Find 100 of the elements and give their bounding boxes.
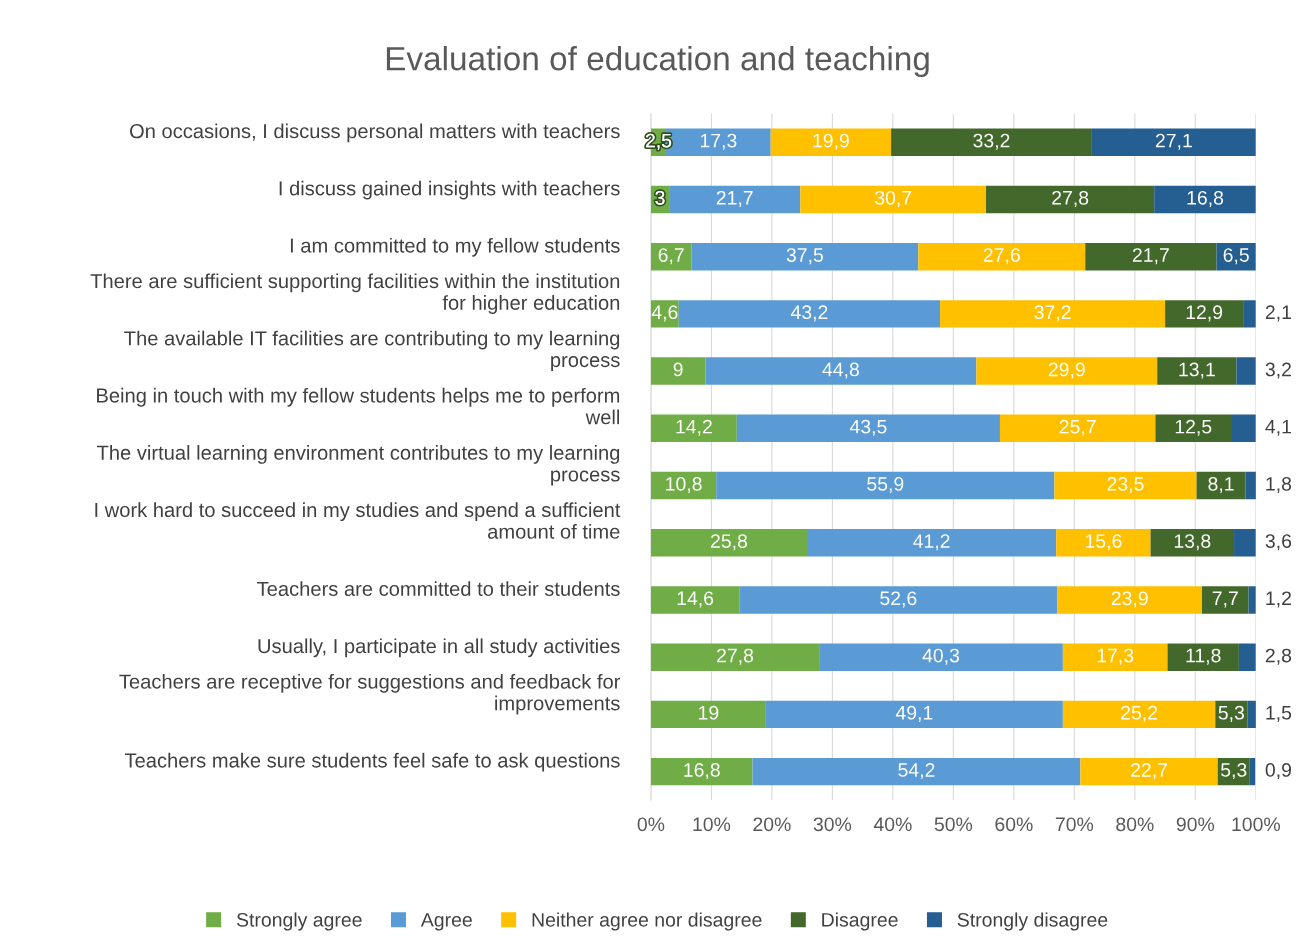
bar xyxy=(1249,757,1256,786)
x-tick-label: 80% xyxy=(1116,817,1154,832)
bar xyxy=(999,414,1156,443)
y-tick-label: Teachers are receptive for suggestions and feedback for improvements xyxy=(119,673,621,715)
y-tick-label: Teachers make sure students feel safe to ask questions xyxy=(124,752,620,772)
bar xyxy=(650,529,807,557)
data-label: 9 xyxy=(673,362,683,377)
data-label: 11,8 xyxy=(1186,648,1221,665)
legend-label: Disagree xyxy=(822,912,898,931)
bar xyxy=(1238,643,1256,671)
bar xyxy=(678,300,941,328)
data-label: 8,1 xyxy=(1208,476,1234,494)
data-label: 3,6 xyxy=(1265,534,1292,551)
bar xyxy=(669,185,801,214)
data-label: 41,2 xyxy=(913,534,950,551)
bar xyxy=(739,586,1058,614)
data-label: 2,8 xyxy=(1265,648,1292,665)
data-label: 4,1 xyxy=(1265,419,1291,436)
data-label: 30,7 xyxy=(875,190,912,207)
data-label: 22,7 xyxy=(1131,763,1168,780)
bar xyxy=(765,700,1063,729)
x-tick-label: 10% xyxy=(693,817,731,832)
data-label: 10,8 xyxy=(666,476,702,494)
y-tick-label: Teachers are committed to their students xyxy=(257,581,620,596)
bar xyxy=(1157,357,1237,385)
bar xyxy=(752,757,1081,786)
data-label: 54,2 xyxy=(898,763,935,780)
data-label: 1,5 xyxy=(1266,706,1292,722)
data-label: 14,2 xyxy=(676,419,712,436)
data-label: 6,5 xyxy=(1223,248,1249,265)
bar xyxy=(1085,242,1217,271)
data-label: 52,6 xyxy=(880,591,917,608)
bar xyxy=(1057,586,1202,614)
data-label: 27,8 xyxy=(717,648,754,665)
legend-label: Agree xyxy=(420,913,472,931)
bar xyxy=(650,357,706,385)
bar xyxy=(736,414,1000,443)
bar xyxy=(940,300,1166,328)
x-tick-label: 40% xyxy=(873,817,912,832)
y-tick-label: I work hard to succeed in my studies and spend a sufficient amount of time xyxy=(95,502,621,539)
data-label: 21,7 xyxy=(1132,248,1169,265)
bar xyxy=(1091,128,1256,156)
data-label: 5,3 xyxy=(1218,705,1244,722)
data-label: 21,7 xyxy=(716,190,753,207)
bar xyxy=(650,414,737,443)
bar xyxy=(1234,529,1256,557)
bar xyxy=(1154,185,1256,214)
x-tick-label: 60% xyxy=(995,817,1033,832)
y-tick-label: I discuss gained insights with teachers xyxy=(279,180,620,200)
legend-label: Strongly agree xyxy=(236,912,362,931)
bar xyxy=(986,185,1155,214)
x-tick-label: 70% xyxy=(1055,817,1094,832)
bar xyxy=(819,643,1063,671)
data-label: 13,1 xyxy=(1179,362,1215,379)
data-label: 15,6 xyxy=(1085,534,1122,551)
data-label: 6,7 xyxy=(658,248,684,265)
bar xyxy=(1165,300,1244,328)
bar xyxy=(800,185,987,214)
bar xyxy=(1056,529,1151,557)
y-tick-label: There are sufficient supporting facilities within the institution for higher education xyxy=(90,273,620,314)
x-tick-label: 50% xyxy=(934,817,973,832)
y-tick-label: Being in touch with my fellow students helps me to perform well xyxy=(97,387,620,425)
bar xyxy=(650,586,740,614)
data-label: 19,9 xyxy=(813,133,849,150)
bar xyxy=(1054,471,1197,500)
bar xyxy=(1247,700,1256,729)
y-tick-label: On occasions, I discuss personal matters with teachers xyxy=(129,123,620,143)
data-label: 16,8 xyxy=(1187,190,1224,207)
bar xyxy=(1196,471,1246,500)
bar xyxy=(918,242,1086,271)
data-label: 29,9 xyxy=(1048,362,1085,379)
data-label: 33,2 xyxy=(973,133,1010,150)
data-label: 23,5 xyxy=(1107,476,1144,494)
data-label: 27,1 xyxy=(1155,133,1192,150)
y-tick-label: The available IT facilities are contributing to my learning process xyxy=(124,330,620,372)
data-label: 17,3 xyxy=(700,133,737,150)
data-label: 25,2 xyxy=(1121,705,1158,722)
bar xyxy=(1231,414,1256,443)
data-label: 25,7 xyxy=(1059,419,1096,436)
data-label: 37,2 xyxy=(1034,305,1071,322)
bar xyxy=(716,471,1055,500)
bar xyxy=(650,471,717,500)
data-label: 49,1 xyxy=(895,705,933,722)
data-label: 13,8 xyxy=(1174,534,1211,551)
bar xyxy=(1080,757,1218,786)
bar xyxy=(705,357,977,385)
x-tick-label: 100% xyxy=(1232,817,1280,832)
legend-label: Neither agree nor disagree xyxy=(532,912,762,931)
y-tick-label: Usually, I participate in all study activities xyxy=(258,638,620,658)
data-label: 27,6 xyxy=(983,248,1020,265)
bar xyxy=(1236,357,1256,385)
bar xyxy=(1243,300,1256,328)
data-label: 43,2 xyxy=(790,305,828,322)
data-label: 25,8 xyxy=(711,534,748,551)
bar xyxy=(1201,586,1249,614)
data-label: 1,8 xyxy=(1266,476,1292,494)
y-tick-label: The virtual learning environment contributes to my learning process xyxy=(96,445,620,486)
x-tick-label: 30% xyxy=(813,817,852,832)
x-tick-label: 0% xyxy=(637,817,665,832)
data-label: 3,2 xyxy=(1265,362,1291,379)
